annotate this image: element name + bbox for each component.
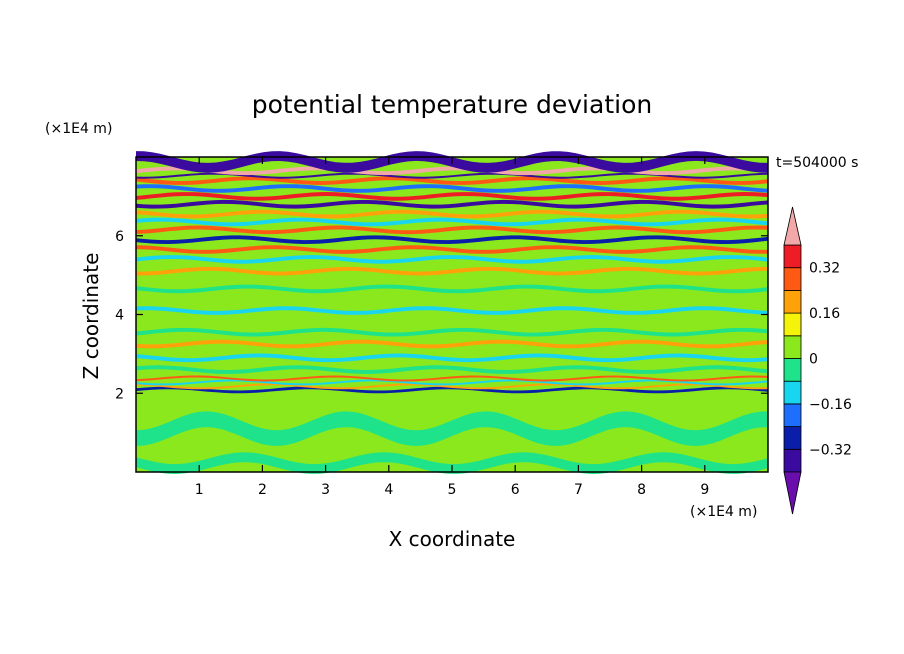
colorbar-segment: [783, 289, 802, 314]
plot-area: [135, 151, 769, 474]
contour-band: [136, 172, 768, 179]
x-tick-label: 8: [637, 482, 646, 498]
colorbar-segment: [783, 426, 802, 450]
contour-band: [136, 266, 768, 276]
contour-band: [136, 235, 768, 244]
contour-band: [136, 365, 768, 374]
x-unit-label: (×1E4 m): [690, 504, 757, 520]
x-axis-label: X coordinate: [389, 527, 516, 551]
x-tick-label: 7: [574, 482, 583, 498]
x-tick-label: 5: [448, 482, 457, 498]
contour-band: [136, 375, 768, 382]
contour-band: [136, 353, 768, 363]
contour-band: [136, 452, 768, 474]
x-tick-label: 6: [511, 482, 520, 498]
x-axis: 1 2 3 4 5 6 7 8 9: [195, 157, 709, 498]
x-tick-label: 2: [258, 482, 267, 498]
x-tick-label: 3: [321, 482, 330, 498]
colorbar-tick-label: −0.32: [809, 442, 852, 458]
colorbar-segment: [783, 403, 802, 427]
y-tick-label: 6: [115, 229, 124, 245]
contour-band: [136, 339, 768, 349]
contour-band: [136, 379, 768, 386]
contour-band: [136, 411, 768, 446]
colorbar-segment: [783, 244, 802, 269]
x-tick-label: 4: [384, 482, 393, 498]
colorbar-segment: [783, 335, 802, 359]
x-tick-label: 1: [195, 482, 204, 498]
y-tick-label: 4: [115, 308, 124, 324]
colorbar-tick-label: 0: [809, 352, 818, 368]
contour-band: [136, 209, 768, 219]
contour-band: [136, 306, 768, 315]
colorbar-tick-label: 0.16: [809, 306, 840, 322]
colorbar-tick-label: −0.16: [809, 397, 852, 413]
colorbar-segment: [783, 380, 802, 405]
x-tick-label: 9: [700, 482, 709, 498]
y-unit-label: (×1E4 m): [45, 121, 112, 137]
colorbar-segment: [783, 358, 802, 382]
contour-band: [136, 192, 768, 201]
contour-band: [136, 255, 768, 264]
contour-band: [136, 245, 768, 254]
contour-band: [136, 176, 768, 185]
contour-band: [136, 284, 768, 294]
contour-band: [136, 225, 768, 235]
y-axis: 2 4 6: [115, 229, 768, 402]
contour-band: [136, 327, 768, 337]
contour-band: [136, 199, 768, 209]
contour-band: [136, 184, 768, 193]
colorbar-segment: [783, 267, 802, 291]
y-tick-label: 2: [115, 386, 124, 402]
plot-background: [136, 157, 768, 472]
y-axis-label: Z coordinate: [79, 253, 103, 380]
chart-title: potential temperature deviation: [252, 90, 652, 119]
contour-band: [136, 217, 768, 227]
colorbar-extend-min: [783, 471, 802, 515]
colorbar-tick-label: 0.32: [809, 261, 840, 277]
colorbar-segment: [783, 448, 802, 473]
time-label: t=504000 s: [776, 155, 858, 171]
colorbar: 0.32 0.16 0 −0.16 −0.32: [783, 206, 852, 515]
colorbar-extend-max: [783, 206, 802, 246]
colorbar-segment: [783, 312, 802, 337]
